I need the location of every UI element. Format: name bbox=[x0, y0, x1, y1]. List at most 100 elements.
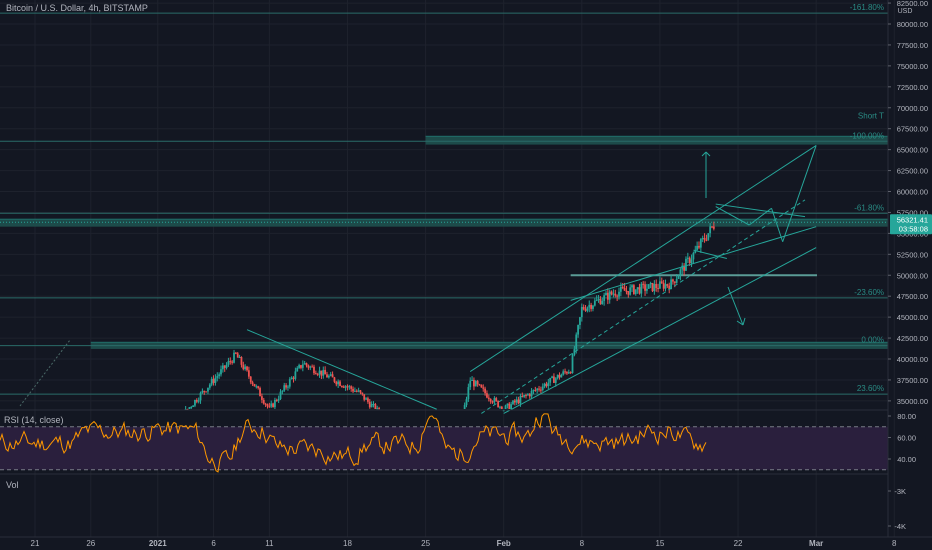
candle-body bbox=[672, 279, 674, 282]
candle-body bbox=[606, 292, 609, 300]
candle-body bbox=[484, 388, 486, 394]
volume-tick-label: -3K bbox=[894, 487, 906, 496]
candle-body bbox=[642, 283, 645, 285]
candle-body bbox=[506, 403, 509, 406]
candle-body bbox=[352, 388, 354, 392]
candle-body bbox=[659, 281, 661, 289]
candle-body bbox=[225, 364, 228, 368]
candle-body bbox=[294, 371, 297, 379]
candle-body bbox=[327, 375, 330, 378]
candle-body bbox=[279, 391, 282, 400]
time-axis-label: 8 bbox=[892, 539, 897, 548]
rsi-tick-label: 60.00 bbox=[897, 434, 916, 443]
candle-body bbox=[339, 381, 341, 386]
candle-body bbox=[281, 390, 284, 392]
candle-body bbox=[616, 295, 619, 297]
candle-body bbox=[277, 399, 280, 401]
candle-body bbox=[577, 325, 579, 335]
candle-body bbox=[625, 290, 628, 292]
candle-body bbox=[517, 399, 520, 404]
fib-label: 0.00% bbox=[861, 336, 884, 345]
projection-path bbox=[771, 208, 784, 242]
candle-body bbox=[551, 376, 553, 378]
candle-body bbox=[326, 374, 328, 378]
candle-body bbox=[329, 374, 332, 376]
candle-body bbox=[502, 410, 505, 412]
candle-body bbox=[699, 239, 702, 248]
time-axis-label: 15 bbox=[655, 539, 664, 548]
candle-body bbox=[344, 386, 347, 388]
fib-label: -23.60% bbox=[854, 288, 884, 297]
fib-label: -161.80% bbox=[850, 3, 884, 12]
candle-body bbox=[666, 284, 669, 286]
candle-body bbox=[571, 355, 574, 373]
candle-body bbox=[566, 372, 568, 374]
time-axis-label: 26 bbox=[86, 539, 95, 548]
candle-body bbox=[536, 388, 539, 391]
candle-body bbox=[683, 265, 686, 271]
time-axis-label: 2021 bbox=[149, 539, 167, 548]
candle-body bbox=[588, 304, 591, 308]
price-tick-label: 62500.00 bbox=[897, 167, 928, 176]
time-axis-label: 8 bbox=[580, 539, 585, 548]
channel-upper bbox=[469, 145, 817, 372]
candle-body bbox=[229, 361, 232, 363]
candle-body bbox=[694, 249, 697, 253]
candle-body bbox=[311, 366, 314, 368]
price-tick-label: 80000.00 bbox=[897, 20, 928, 29]
down-arrow-head bbox=[736, 320, 744, 326]
candle-body bbox=[474, 381, 477, 387]
candle-body bbox=[361, 392, 364, 395]
candle-body bbox=[340, 385, 343, 387]
candle-body bbox=[363, 394, 366, 400]
candle-body bbox=[664, 284, 667, 289]
candle-body bbox=[346, 386, 349, 388]
candle-body bbox=[365, 398, 367, 400]
candle-body bbox=[335, 381, 338, 385]
candle-body bbox=[554, 378, 557, 383]
candle-body bbox=[240, 357, 243, 365]
candle-body bbox=[640, 283, 643, 294]
current-price-value: 56321.41 bbox=[897, 215, 928, 224]
candle-body bbox=[603, 295, 606, 301]
candle-body bbox=[584, 309, 587, 311]
current-price-badge bbox=[890, 214, 932, 235]
price-tick-label: 47500.00 bbox=[897, 292, 928, 301]
candle-body bbox=[350, 386, 353, 389]
candle-body bbox=[268, 406, 271, 408]
candle-body bbox=[573, 349, 576, 356]
fib-label: -61.80% bbox=[854, 203, 884, 212]
candle-body bbox=[220, 369, 222, 375]
candle-body bbox=[539, 389, 542, 391]
candle-body bbox=[655, 283, 658, 288]
candle-body bbox=[307, 365, 310, 368]
candle-body bbox=[337, 381, 340, 385]
candle-body bbox=[218, 374, 221, 377]
candle-body bbox=[212, 378, 215, 383]
candle-body bbox=[512, 400, 514, 405]
candle-body bbox=[534, 389, 537, 391]
candle-body bbox=[690, 259, 693, 264]
candle-body bbox=[677, 276, 680, 279]
candle-body bbox=[634, 289, 637, 295]
price-tick-label: 40000.00 bbox=[897, 355, 928, 364]
volume-tick-label: -4K bbox=[894, 522, 906, 531]
candle-body bbox=[560, 374, 563, 378]
candle-body bbox=[508, 403, 511, 409]
candle-body bbox=[649, 282, 652, 285]
candle-body bbox=[192, 405, 194, 408]
candle-body bbox=[582, 307, 585, 310]
candle-body bbox=[333, 377, 336, 382]
candle-body bbox=[692, 252, 695, 260]
candle-body bbox=[367, 398, 369, 402]
candle-body bbox=[701, 237, 704, 240]
candle-body bbox=[499, 406, 501, 408]
candle-body bbox=[242, 364, 245, 370]
candle-body bbox=[370, 404, 373, 408]
candle-body bbox=[597, 299, 600, 301]
candle-body bbox=[673, 281, 676, 283]
candle-body bbox=[504, 405, 507, 409]
channel-lower bbox=[503, 247, 817, 414]
candle-body bbox=[480, 384, 483, 388]
